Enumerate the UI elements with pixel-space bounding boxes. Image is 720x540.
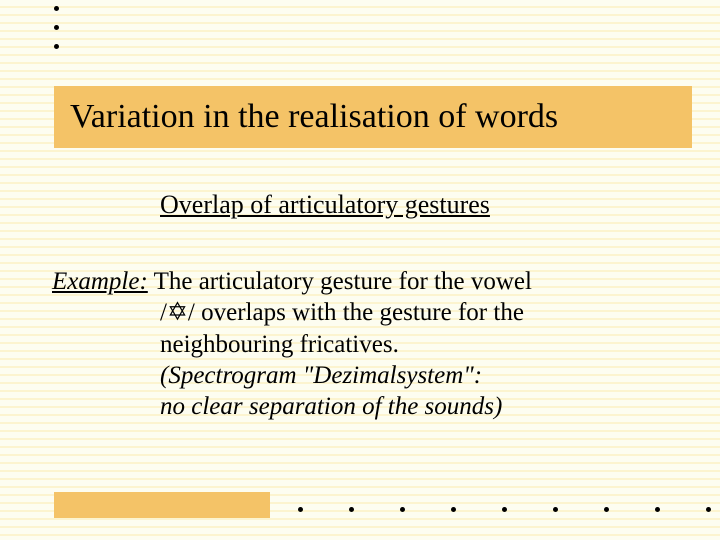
dot-icon (706, 507, 711, 512)
body-line-1: Example: The articulatory gesture for th… (52, 266, 670, 297)
body-line-2-text: / overlaps with the gesture for the (188, 299, 524, 326)
example-label: Example: (52, 268, 148, 295)
bottom-bullet-dots (298, 507, 720, 512)
dot-icon (54, 25, 59, 30)
phonetic-symbol: ✡ (167, 298, 188, 326)
dot-icon (298, 507, 303, 512)
slide-title: Variation in the realisation of words (70, 98, 558, 136)
slide: Variation in the realisation of words Ov… (0, 0, 720, 540)
paren-line-1: (Spectrogram "Dezimalsystem": (160, 360, 670, 391)
dot-icon (400, 507, 405, 512)
dot-icon (349, 507, 354, 512)
dot-icon (604, 507, 609, 512)
body-line-1-text: The articulatory gesture for the vowel (148, 268, 532, 295)
dot-icon (54, 44, 59, 49)
dot-icon (54, 6, 59, 11)
dot-icon (502, 507, 507, 512)
paren-line-2: no clear separation of the sounds) (160, 391, 670, 422)
dot-icon (655, 507, 660, 512)
top-bullet-dots (54, 6, 59, 63)
dot-icon (451, 507, 456, 512)
body-line-2: /✡/ overlaps with the gesture for the (160, 297, 670, 328)
slide-subtitle: Overlap of articulatory gestures (160, 190, 490, 220)
dot-icon (553, 507, 558, 512)
slash-pre: / (160, 299, 167, 326)
body-text: Example: The articulatory gesture for th… (52, 266, 670, 422)
body-line-3: neighbouring fricatives. (160, 329, 670, 360)
title-bar: Variation in the realisation of words (54, 86, 692, 148)
bottom-accent-bar (54, 492, 270, 518)
